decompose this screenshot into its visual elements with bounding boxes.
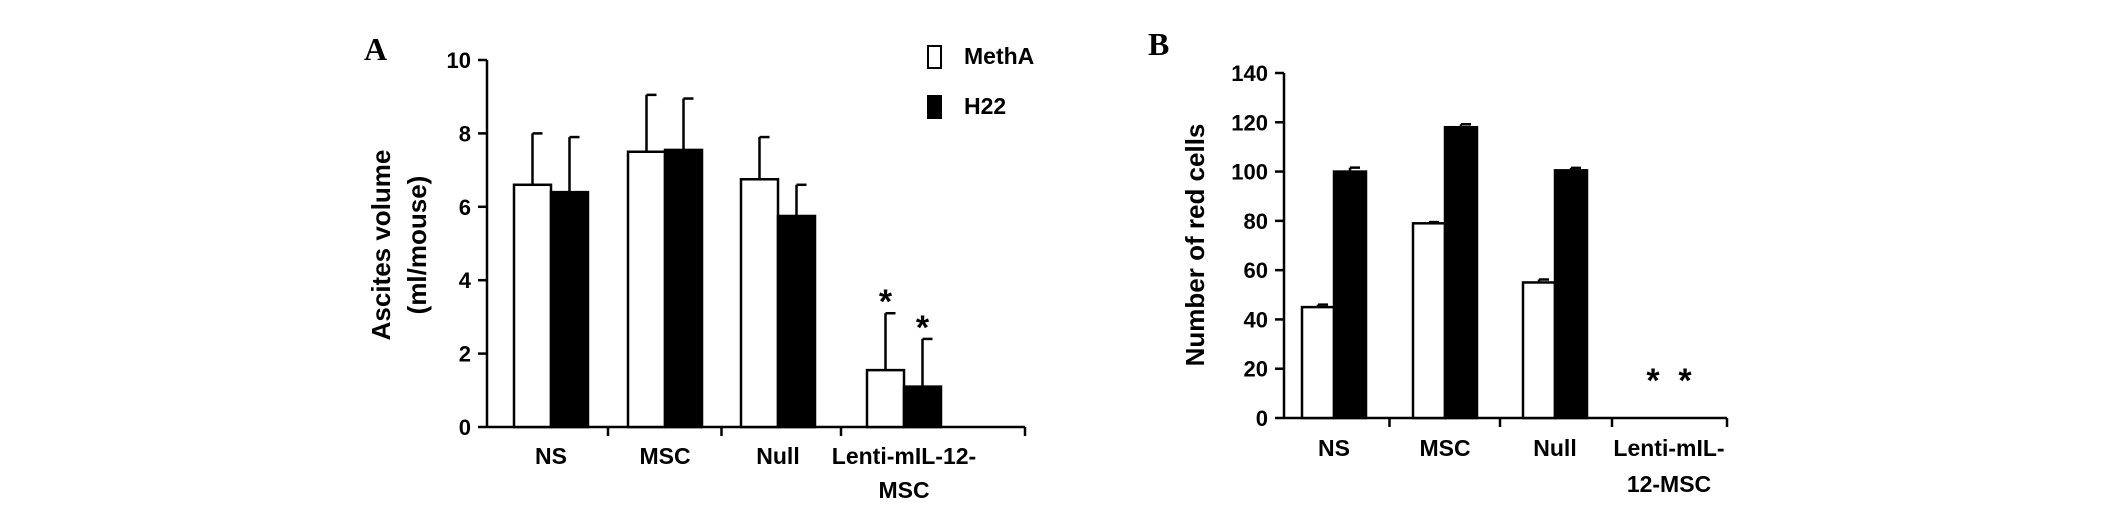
- significance-marker: *: [879, 283, 893, 321]
- x-tick-label: MSC: [639, 443, 690, 469]
- y-axis-label: Ascites volume (ml/mouse): [366, 150, 432, 341]
- chart-panel-b: B 0 20 40 60 80 100 120 140 Number of red cells NS…: [1148, 26, 1729, 497]
- x-tick-label: Null: [1533, 435, 1576, 461]
- legend-swatch: [927, 95, 942, 119]
- bar: [1300, 305, 1336, 420]
- bar: [739, 178, 780, 429]
- bar: [865, 368, 906, 429]
- y-tick-label: 40: [1244, 307, 1268, 332]
- bar: [1521, 281, 1557, 420]
- panel-letter: A: [364, 31, 387, 67]
- x-tick-label-line: MSC: [1419, 435, 1470, 461]
- x-tick-label-line: Null: [756, 443, 799, 469]
- significance-marker: *: [1646, 362, 1660, 400]
- y-tick-label: 6: [459, 195, 471, 220]
- legend-label: MethA: [964, 43, 1034, 69]
- y-tick-label: 2: [459, 342, 471, 367]
- x-tick-label: Null: [756, 443, 799, 469]
- bar: [626, 150, 667, 429]
- x-tick-label: NS: [1318, 435, 1350, 461]
- legend-label: H22: [964, 93, 1006, 119]
- x-tick-label-line: NS: [1318, 435, 1350, 461]
- x-tick-label-line: Lenti-mIL-: [1613, 435, 1724, 461]
- x-tick-label-line: 12-MSC: [1627, 471, 1711, 497]
- x-tick-label: NS: [535, 443, 567, 469]
- legend-swatch: [927, 45, 942, 69]
- y-axis-label-line: Ascites volume: [366, 150, 396, 341]
- x-tick-label: MSC: [1419, 435, 1470, 461]
- y-tick-label: 0: [1256, 406, 1268, 431]
- y-tick-label: 140: [1231, 61, 1268, 86]
- y-tick-label: 120: [1231, 110, 1268, 135]
- x-tick-label: Lenti-mIL- 12-MSC: [1613, 435, 1724, 497]
- significance-marker: *: [1678, 362, 1692, 400]
- y-tick-label: 100: [1231, 160, 1268, 185]
- bar: [776, 214, 817, 429]
- x-tick-label-line: Null: [1533, 435, 1576, 461]
- x-tick-label: Lenti-mIL-12- MSC: [832, 443, 976, 503]
- x-tick-label-line: NS: [535, 443, 567, 469]
- bar: [663, 148, 704, 429]
- y-tick-label: 10: [447, 48, 471, 73]
- significance-marker: *: [916, 309, 930, 347]
- y-axis-label-line: (ml/mouse): [402, 176, 432, 315]
- chart-panel-a: A 0 2 4 6 8 10 Ascites volume (ml/mouse) NS MSC Nul…: [364, 31, 1034, 503]
- bar: [1332, 170, 1368, 420]
- y-tick-label: 80: [1244, 209, 1268, 234]
- y-axis-label: Number of red cells: [1180, 124, 1210, 367]
- y-axis-label-line: Number of red cells: [1180, 124, 1210, 367]
- bar: [902, 385, 943, 429]
- bar: [1443, 125, 1479, 420]
- y-tick-label: 4: [459, 268, 472, 293]
- bar: [512, 183, 553, 429]
- y-tick-label: 60: [1244, 258, 1268, 283]
- y-tick-label: 0: [459, 415, 471, 440]
- y-tick-label: 20: [1244, 357, 1268, 382]
- bar: [1553, 169, 1589, 420]
- bar: [1411, 222, 1447, 420]
- bar: [549, 190, 590, 429]
- x-tick-label-line: Lenti-mIL-12-: [832, 443, 976, 469]
- x-tick-label-line: MSC: [878, 477, 929, 503]
- panel-letter: B: [1148, 26, 1169, 62]
- y-tick-label: 8: [459, 121, 471, 146]
- x-tick-label-line: MSC: [639, 443, 690, 469]
